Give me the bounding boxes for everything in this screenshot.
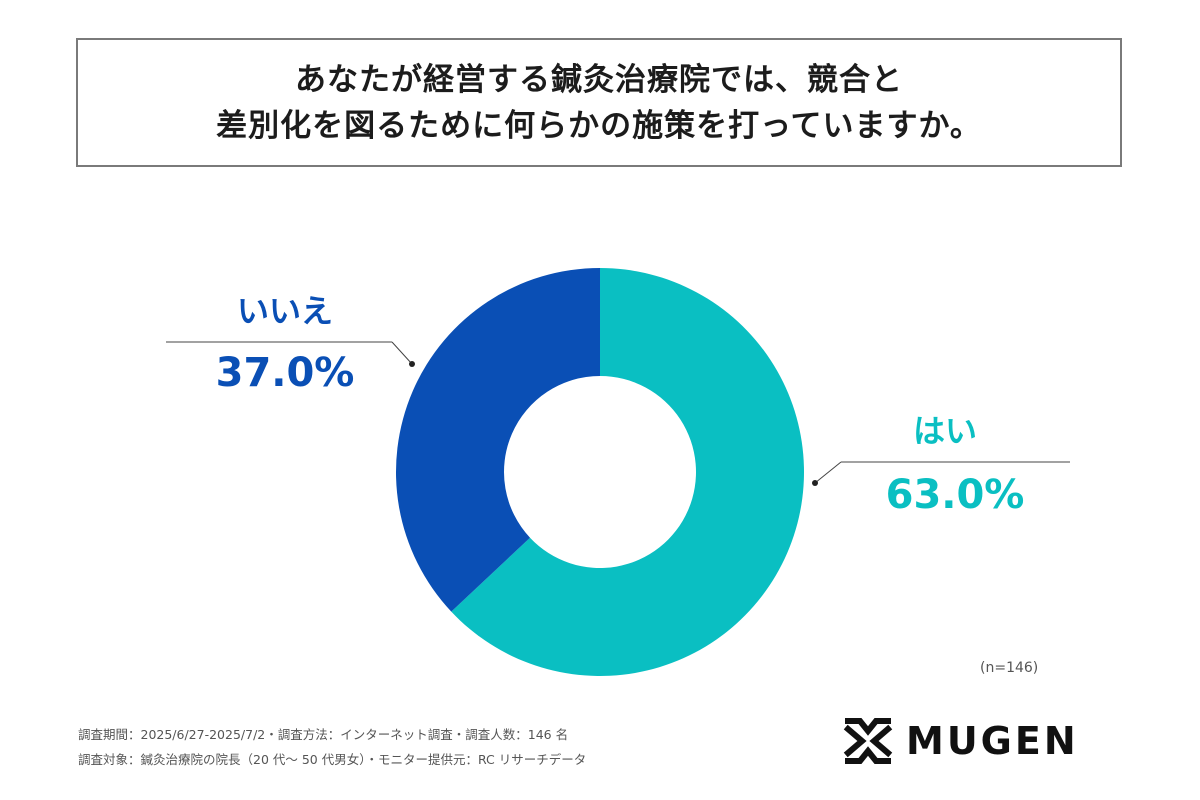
footer-line-2: 調査対象：鍼灸治療院の院長（20 代〜 50 代男女）・モニター提供元：RC リ… xyxy=(78,752,587,767)
title-line-2: 差別化を図るために何らかの施策を打っていますか。 xyxy=(216,107,982,144)
label-no-name: いいえ xyxy=(237,292,333,330)
label-yes-value: 63.0% xyxy=(886,472,1025,518)
leader-line-no xyxy=(166,341,415,367)
logo-text: MUGEN xyxy=(906,719,1079,763)
leader-line-yes xyxy=(812,461,1070,486)
label-yes-name: はい xyxy=(913,412,977,450)
title-line-1: あなたが経営する鍼灸治療院では、競合と xyxy=(295,61,903,98)
donut-slices xyxy=(396,268,804,676)
title-box: あなたが経営する鍼灸治療院では、競合と 差別化を図るために何らかの施策を打ってい… xyxy=(76,38,1122,167)
mugen-logo-mark-icon xyxy=(843,718,893,764)
mugen-logo: MUGEN xyxy=(842,715,1079,767)
donut-slice-no xyxy=(396,268,600,612)
donut-slice-yes xyxy=(451,268,804,676)
sample-size-label: (n=146) xyxy=(980,660,1039,676)
footer-line-1: 調査期間：2025/6/27-2025/7/2・調査方法：インターネット調査・調… xyxy=(78,727,569,742)
survey-footer: 調査期間：2025/6/27-2025/7/2・調査方法：インターネット調査・調… xyxy=(78,722,586,772)
label-no-value: 37.0% xyxy=(216,350,355,396)
